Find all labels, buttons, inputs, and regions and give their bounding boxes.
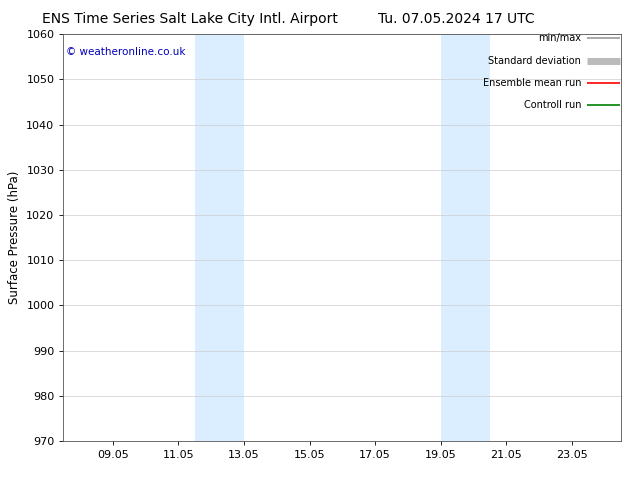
Text: Ensemble mean run: Ensemble mean run bbox=[482, 78, 581, 88]
Text: © weatheronline.co.uk: © weatheronline.co.uk bbox=[66, 47, 186, 56]
Text: Standard deviation: Standard deviation bbox=[488, 56, 581, 66]
Y-axis label: Surface Pressure (hPa): Surface Pressure (hPa) bbox=[8, 171, 21, 304]
Bar bbox=[441, 34, 490, 441]
Text: Tu. 07.05.2024 17 UTC: Tu. 07.05.2024 17 UTC bbox=[378, 12, 535, 26]
Bar bbox=[195, 34, 244, 441]
Text: ENS Time Series Salt Lake City Intl. Airport: ENS Time Series Salt Lake City Intl. Air… bbox=[42, 12, 338, 26]
Text: Controll run: Controll run bbox=[524, 100, 581, 110]
Text: min/max: min/max bbox=[538, 33, 581, 44]
